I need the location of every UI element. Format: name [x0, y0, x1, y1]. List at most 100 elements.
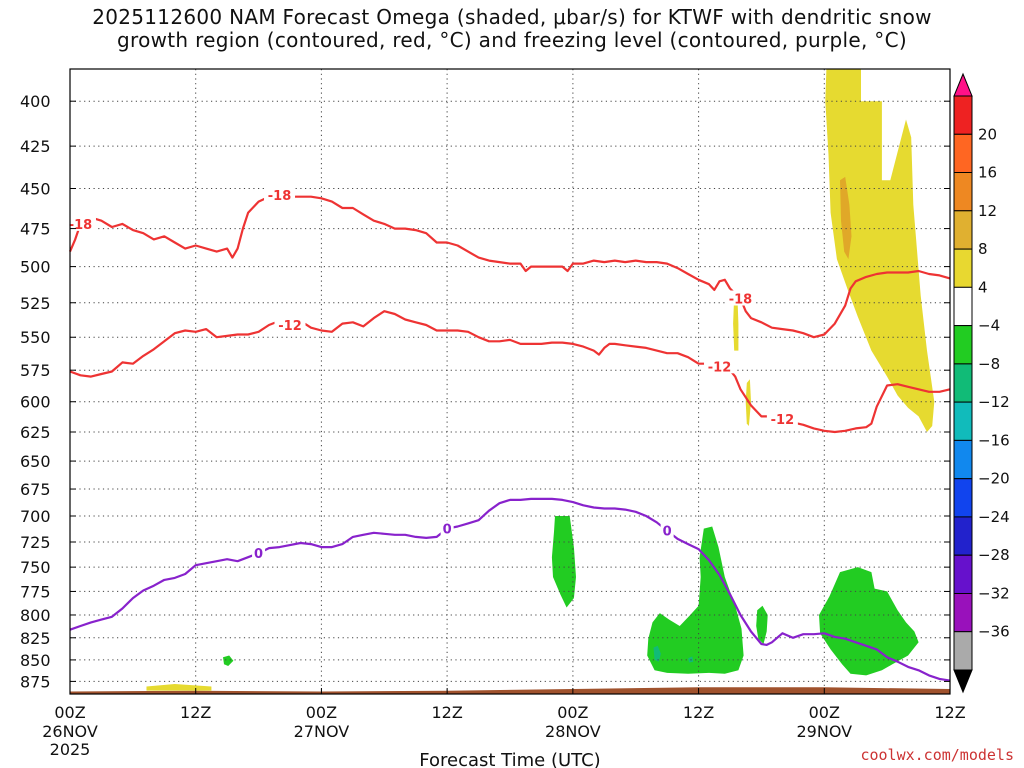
x-tick-date-0: 26NOV	[42, 722, 98, 741]
colorbar-swatch-3	[953, 172, 973, 212]
colorbar-swatch-6	[953, 286, 973, 327]
colorbar-swatch-14	[953, 593, 973, 633]
y-tick-label-675: 675	[20, 480, 51, 499]
chart-title-line-2: growth region (contoured, red, °C) and f…	[117, 28, 907, 52]
colorbar-label-4: 4	[978, 278, 988, 296]
colorbar-swatch-1	[953, 95, 973, 135]
credit-text: coolwx.com/models	[860, 746, 1014, 764]
terrain-fill	[70, 687, 950, 694]
colorbar-label-5: −4	[978, 317, 1000, 335]
omega-region-6	[647, 526, 744, 674]
contour-label-bg--12-1	[704, 358, 736, 374]
y-tick-label-750: 750	[20, 558, 51, 577]
colorbar-swatch-2	[953, 133, 973, 174]
contour-label--12-1: -12	[708, 360, 732, 375]
y-tick-label-450: 450	[20, 179, 51, 198]
x-axis-label: Forecast Time (UTC)	[419, 750, 600, 768]
contour-label--12-2: -12	[771, 413, 795, 428]
contour-label-bg--12-2	[766, 410, 798, 426]
omega-region-1	[825, 69, 935, 432]
contour-label-bg-0-1	[440, 520, 454, 536]
contours: -18 -18 -18 -12 -12 -12 0 0 0	[64, 187, 951, 682]
omega-region-2	[840, 176, 852, 260]
colorbar-swatch-9	[953, 401, 973, 441]
colorbar: 20 16 12 8 4 −4 −8 −12 −16 −20 −24 −28 −32 −36	[953, 72, 1010, 694]
colorbar-label-11: −28	[978, 546, 1010, 564]
contour-label-bg-0-0	[252, 545, 266, 561]
colorbar-swatch-11	[953, 478, 973, 518]
colorbar-label-3: 8	[978, 240, 988, 258]
y-tick-label-625: 625	[20, 423, 51, 442]
colorbar-swatch-5	[953, 248, 973, 288]
x-tick-date-24: 27NOV	[294, 722, 350, 741]
y-tick-label-725: 725	[20, 533, 51, 552]
omega-region-9	[756, 605, 768, 644]
x-tick-label-36: 12Z	[431, 703, 462, 722]
colorbar-label-13: −36	[978, 623, 1010, 641]
colorbar-label-2: 12	[978, 202, 997, 220]
colorbar-label-1: 16	[978, 164, 997, 182]
x-tick-date-48: 28NOV	[545, 722, 601, 741]
contour-label-0-1: 0	[443, 523, 452, 538]
colorbar-swatch-10	[953, 439, 973, 480]
y-tick-label-875: 875	[20, 672, 51, 691]
colorbar-swatch-8	[953, 363, 973, 403]
y-tick-label-650: 650	[20, 452, 51, 471]
contour-label--18-2: -18	[729, 293, 753, 308]
contour-label-bg--18-0	[64, 215, 96, 231]
contour-label-0-0: 0	[254, 547, 263, 562]
colorbar-swatch-12	[953, 516, 973, 556]
y-tick-label-525: 525	[20, 294, 51, 313]
y-tick-label-825: 825	[20, 629, 51, 648]
contour-line--12	[69, 310, 951, 434]
contour-label-0-2: 0	[663, 525, 672, 540]
colorbar-swatch-15	[953, 631, 973, 671]
colorbar-label-12: −32	[978, 585, 1010, 603]
omega-region-10	[819, 567, 919, 676]
x-tick-date-72: 29NOV	[796, 722, 852, 741]
terrain	[70, 683, 950, 694]
colorbar-swatch-13	[953, 554, 973, 595]
y-tick-label-800: 800	[20, 606, 51, 625]
chart-title: 2025112600 NAM Forecast Omega (shaded, μ…	[0, 6, 1024, 52]
x-tick-label-60: 12Z	[683, 703, 714, 722]
colorbar-label-9: −20	[978, 470, 1010, 488]
y-tick-label-500: 500	[20, 258, 51, 277]
terrain-yellow-fringe	[146, 683, 212, 691]
colorbar-label-8: −16	[978, 431, 1010, 449]
contour-label-bg--18-1	[264, 187, 296, 203]
contour-label-bg-0-2	[660, 522, 674, 538]
y-tick-label-850: 850	[20, 651, 51, 670]
x-tick-label-72: 00Z	[809, 703, 840, 722]
x-tick-label-0: 00Z	[54, 703, 85, 722]
grid	[70, 69, 950, 694]
y-tick-label-600: 600	[20, 393, 51, 412]
chart-title-line-1: 2025112600 NAM Forecast Omega (shaded, μ…	[92, 5, 932, 29]
contour-label-bg--18-2	[724, 290, 756, 306]
colorbar-arrow-top	[953, 72, 973, 97]
x-tick-label-12: 12Z	[180, 703, 211, 722]
x-tick-year-0: 2025	[50, 740, 91, 759]
colorbar-label-0: 20	[978, 125, 997, 143]
y-tick-label-475: 475	[20, 220, 51, 239]
contour-label-bg--12-0	[274, 317, 306, 333]
x-tick-label-48: 00Z	[557, 703, 588, 722]
omega-shading	[223, 69, 935, 676]
y-tick-label-425: 425	[20, 137, 51, 156]
colorbar-label-6: −8	[978, 355, 1000, 373]
contour-label--18-0: -18	[69, 218, 93, 233]
x-tick-label-84: 12Z	[934, 703, 965, 722]
contour-line-0	[69, 497, 951, 682]
omega-region-3	[733, 292, 739, 351]
y-tick-label-575: 575	[20, 361, 51, 380]
contour-line--18	[68, 194, 951, 339]
y-tick-label-400: 400	[20, 92, 51, 111]
y-tick-label-775: 775	[20, 582, 51, 601]
omega-region-11	[223, 655, 234, 666]
y-tick-label-700: 700	[20, 507, 51, 526]
plot-frame	[69, 68, 951, 695]
colorbar-label-10: −24	[978, 508, 1010, 526]
colorbar-arrow-bottom	[953, 669, 973, 694]
